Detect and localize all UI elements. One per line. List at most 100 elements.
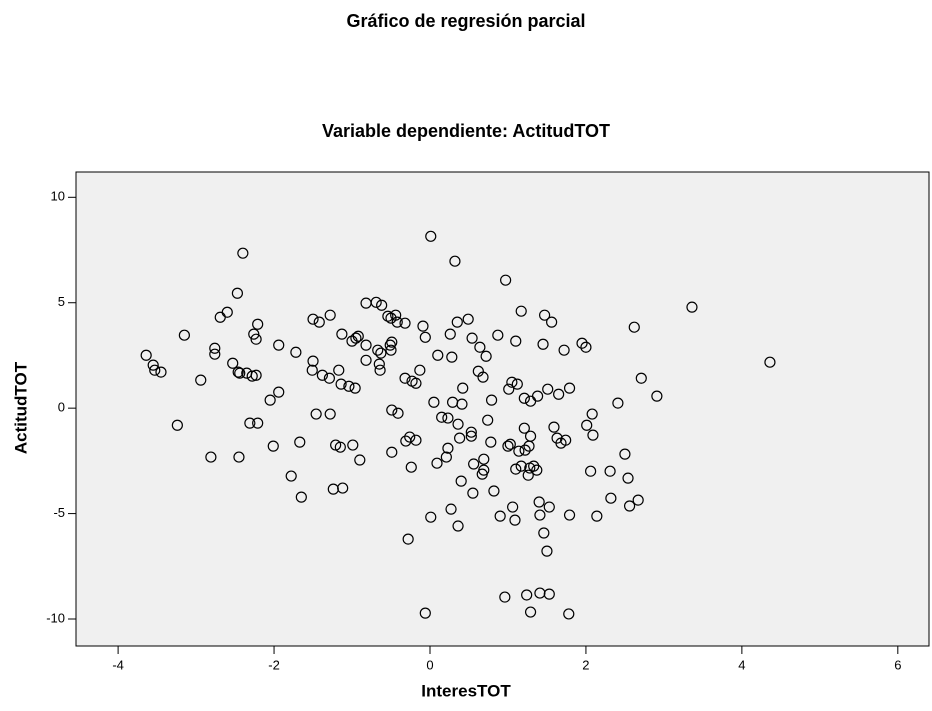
point (171, 419, 183, 431)
point (518, 422, 530, 434)
point (335, 378, 347, 390)
point (273, 339, 285, 351)
point (518, 392, 530, 404)
point (324, 408, 336, 420)
point (399, 372, 411, 384)
point (234, 367, 246, 379)
point (509, 514, 521, 526)
point (440, 451, 452, 463)
point (541, 545, 553, 557)
y-axis-label: ActitudTOT (11, 361, 30, 454)
point (360, 339, 372, 351)
point (227, 357, 239, 369)
point (444, 328, 456, 340)
point (533, 496, 545, 508)
point (333, 364, 345, 376)
point (503, 383, 515, 395)
point (414, 364, 426, 376)
point (465, 426, 477, 438)
point (604, 465, 616, 477)
point (521, 589, 533, 601)
point (250, 333, 262, 345)
point (619, 448, 631, 460)
point (622, 472, 634, 484)
point (581, 419, 593, 431)
y-tick-label: 5 (58, 294, 65, 309)
point (452, 520, 464, 532)
point (531, 464, 543, 476)
point (410, 434, 422, 446)
point (482, 414, 494, 426)
point (454, 432, 466, 444)
point (306, 364, 318, 376)
point (686, 301, 698, 313)
point (507, 501, 519, 513)
point (310, 408, 322, 420)
point (324, 309, 336, 321)
point (436, 411, 448, 423)
point (558, 344, 570, 356)
point (237, 247, 249, 259)
point (425, 230, 437, 242)
point (392, 407, 404, 419)
point (449, 255, 461, 267)
point (474, 341, 486, 353)
point (563, 608, 575, 620)
point (548, 421, 560, 433)
point (488, 485, 500, 497)
point (543, 588, 555, 600)
point (563, 382, 576, 394)
point (506, 376, 518, 388)
x-tick-label: -2 (268, 657, 280, 672)
point (376, 299, 388, 311)
point (233, 451, 245, 463)
point (205, 451, 217, 463)
point (209, 342, 221, 354)
point (446, 351, 458, 363)
point (515, 460, 527, 472)
point (485, 436, 497, 448)
point (764, 356, 776, 368)
point (382, 310, 394, 322)
point (465, 430, 477, 442)
point (452, 418, 464, 430)
point (456, 398, 468, 410)
point (386, 404, 398, 416)
point (477, 371, 489, 383)
point (267, 440, 279, 452)
plot-area (75, 171, 930, 647)
point (504, 438, 516, 450)
x-axis-label: InteresTOT (421, 681, 511, 700)
point (425, 511, 437, 523)
point (294, 436, 306, 448)
point (502, 440, 514, 452)
point (442, 442, 454, 454)
point (585, 465, 597, 477)
point (209, 348, 221, 360)
point (442, 412, 454, 424)
point (195, 374, 207, 386)
point (323, 372, 336, 384)
chart-subtitle: Variable dependiente: ActitudTOT (322, 121, 610, 141)
point (347, 439, 359, 451)
point (537, 338, 549, 350)
point (623, 500, 636, 512)
point (560, 434, 572, 446)
point (399, 317, 411, 329)
point (467, 487, 479, 499)
point (524, 430, 537, 442)
point (155, 366, 167, 378)
point (375, 347, 387, 359)
point (455, 475, 467, 487)
point (370, 296, 382, 308)
point (313, 316, 325, 328)
point (534, 509, 546, 521)
point (149, 364, 161, 376)
point (307, 313, 319, 325)
point (466, 332, 478, 344)
point (511, 378, 523, 390)
point (419, 607, 431, 619)
point (651, 390, 663, 402)
point (510, 335, 522, 347)
point (140, 349, 152, 361)
